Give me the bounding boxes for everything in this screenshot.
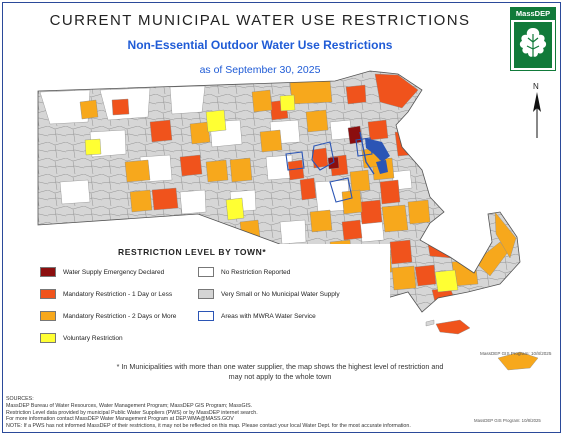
sources-line: Restriction Level data provided by munic… bbox=[6, 409, 258, 416]
sources-line: SOURCES: bbox=[6, 396, 34, 402]
north-arrow-icon bbox=[533, 92, 541, 138]
map-date: as of September 30, 2025 bbox=[199, 64, 321, 76]
massdep-logo: MassDEP bbox=[510, 7, 556, 71]
elizabeth-islands bbox=[425, 319, 435, 327]
legend-label: Water Supply Emergency Declared bbox=[63, 268, 165, 276]
legend-label: No Restriction Reported bbox=[221, 268, 291, 276]
footnote-line: * In Municipalities with more than one w… bbox=[116, 362, 444, 371]
legend-swatch bbox=[198, 267, 214, 277]
legend-item-emergency: Water Supply Emergency Declared bbox=[40, 266, 164, 278]
massachusetts-town-map bbox=[37, 70, 539, 371]
legend-item-no-restriction: No Restriction Reported bbox=[198, 266, 290, 278]
logo-text: MassDEP bbox=[511, 8, 555, 20]
legend-item-voluntary: Voluntary Restriction bbox=[40, 332, 123, 344]
legend-title: RESTRICTION LEVEL BY TOWN* bbox=[118, 247, 267, 257]
legend-swatch bbox=[40, 311, 56, 321]
legend-swatch bbox=[198, 289, 214, 299]
oak-leaf-icon bbox=[514, 22, 552, 68]
legend-item-very-small-supply: Very Small or No Municipal Water Supply bbox=[198, 288, 340, 300]
sources-line: NOTE: If a PWS has not informed MassDEP … bbox=[6, 423, 411, 430]
legend-label: Very Small or No Municipal Water Supply bbox=[221, 290, 340, 298]
legend-label: Mandatory Restriction - 1 Day or Less bbox=[63, 290, 173, 298]
legend-item-mandatory-2-days: Mandatory Restriction - 2 Days or More bbox=[40, 310, 176, 322]
legend-swatch bbox=[40, 289, 56, 299]
river-line bbox=[359, 131, 375, 175]
legend-item-mandatory-1-day: Mandatory Restriction - 1 Day or Less bbox=[40, 288, 172, 300]
north-label: N bbox=[533, 82, 539, 91]
legend-label: Voluntary Restriction bbox=[63, 334, 123, 342]
map-title: CURRENT MUNICIPAL WATER USE RESTRICTIONS bbox=[49, 12, 471, 29]
legend-label: Areas with MWRA Water Service bbox=[221, 312, 316, 320]
credit-line: MassDEP GIS Program: 10/8/2025 bbox=[474, 418, 541, 423]
legend-swatch bbox=[198, 311, 214, 321]
legend-label: Mandatory Restriction - 2 Days or More bbox=[63, 312, 177, 320]
sources-line: For more information contact MassDEP Wat… bbox=[6, 416, 234, 423]
footnote: * In Municipalities with more than one w… bbox=[0, 362, 560, 382]
legend-backdrop bbox=[90, 244, 390, 354]
marthas-vineyard bbox=[435, 319, 471, 335]
credit-small: MassDEP GIS Program: 10/8/2025 bbox=[480, 351, 552, 356]
legend-swatch bbox=[40, 333, 56, 343]
nantucket bbox=[497, 351, 539, 371]
map-subtitle: Non-Essential Outdoor Water Use Restrict… bbox=[127, 38, 393, 52]
legend-swatch bbox=[40, 267, 56, 277]
boston-harbor bbox=[365, 138, 390, 174]
sources-block: SOURCES: MassDEP Bureau of Water Resourc… bbox=[6, 396, 526, 430]
legend-item-mwra: Areas with MWRA Water Service bbox=[198, 310, 316, 322]
sources-line: MassDEP Bureau of Water Resources, Water… bbox=[6, 402, 253, 409]
footnote-line: may not apply to the whole town bbox=[228, 372, 332, 381]
